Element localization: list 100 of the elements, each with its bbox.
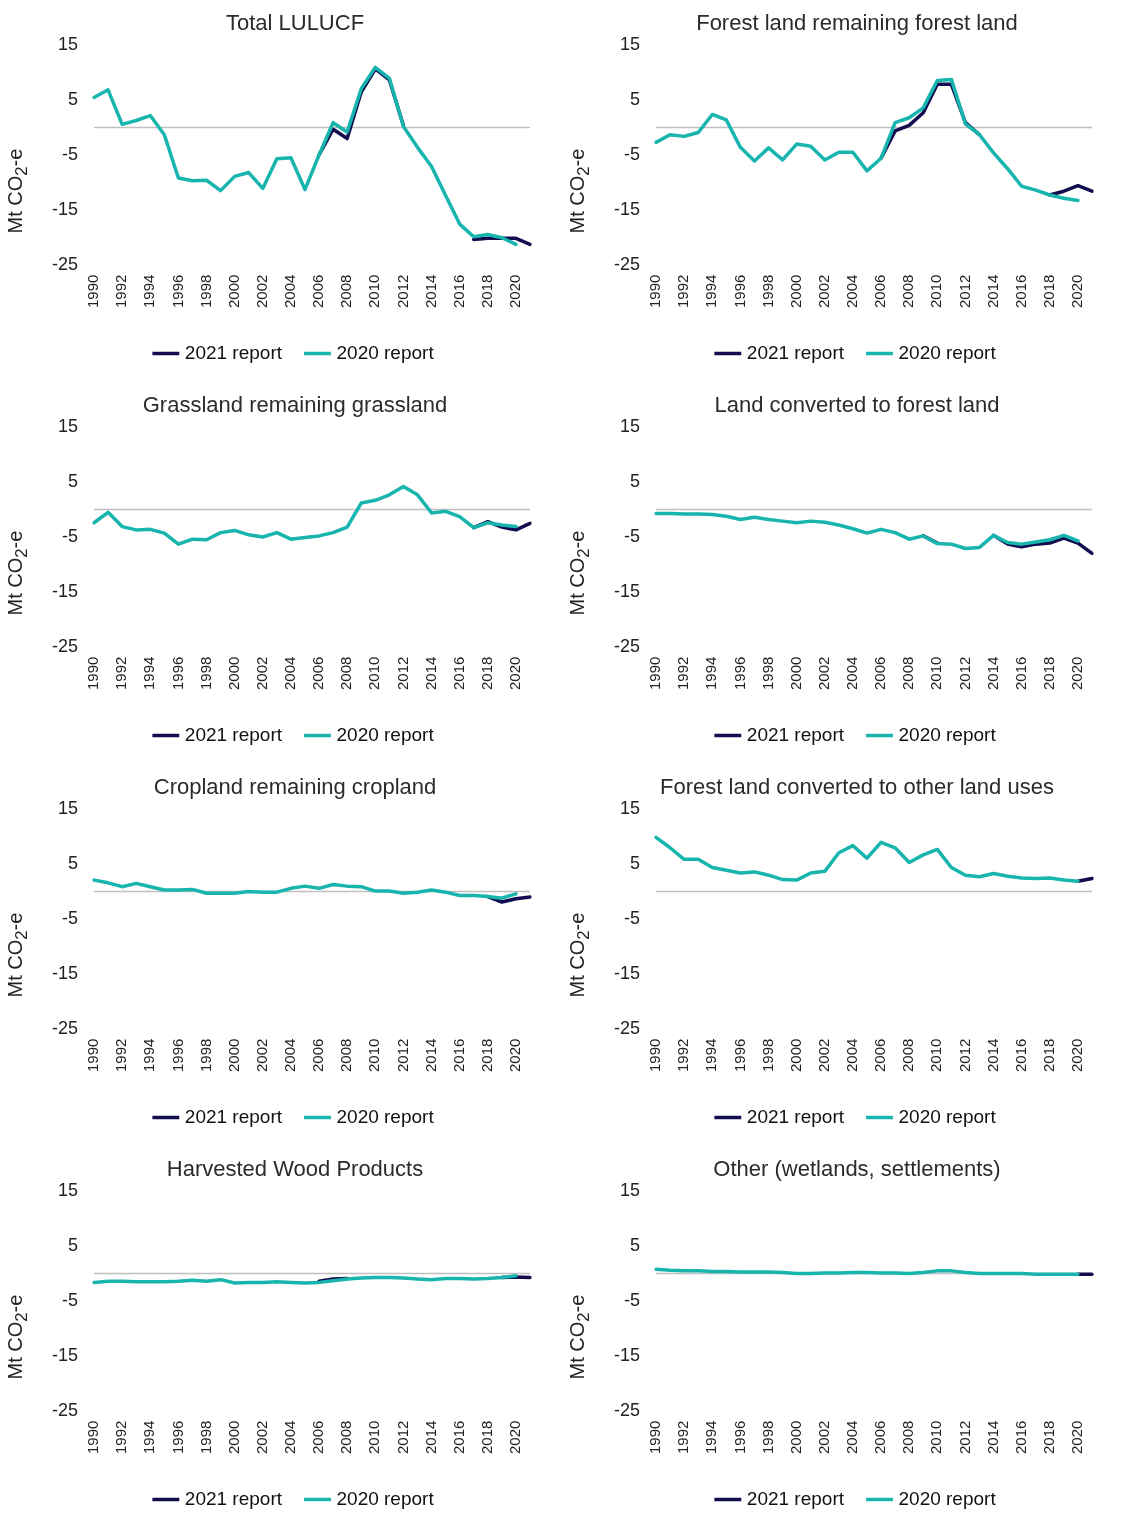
y-tick-label: -25 <box>614 1017 641 1038</box>
y-tick-label: 5 <box>68 853 79 874</box>
y-tick-label: -5 <box>624 907 641 928</box>
x-tick-label: 2006 <box>871 1420 889 1455</box>
y-tick-label: -5 <box>624 1289 641 1310</box>
x-tick-label: 1996 <box>168 274 186 309</box>
x-tick-label: 2006 <box>309 274 327 309</box>
x-tick-label: 2002 <box>252 1038 270 1073</box>
x-tick-label: 2008 <box>899 656 917 691</box>
y-tick-label: -15 <box>614 962 641 983</box>
x-tick-label: 2018 <box>1039 1038 1057 1073</box>
y-tick-label: -5 <box>62 907 79 928</box>
x-tick-label: 2016 <box>1011 1420 1029 1455</box>
x-tick-label: 2020 <box>1068 1038 1086 1073</box>
x-tick-label: 2008 <box>899 274 917 309</box>
x-tick-label: 2018 <box>1039 1420 1057 1455</box>
x-tick-label: 1996 <box>730 1038 748 1073</box>
y-tick-label: 15 <box>619 416 641 437</box>
x-tick-label: 1996 <box>730 1420 748 1455</box>
legend-label: 2020 report <box>336 341 435 363</box>
x-tick-label: 2010 <box>365 1038 383 1073</box>
x-tick-label: 2008 <box>337 1420 355 1455</box>
x-tick-label: 1992 <box>674 274 692 309</box>
x-tick-label: 2016 <box>449 656 467 691</box>
x-tick-label: 1990 <box>84 656 102 691</box>
chart-title: Grassland remaining grassland <box>142 392 448 418</box>
legend-label: 2020 report <box>336 1105 435 1127</box>
x-tick-label: 1990 <box>84 1038 102 1073</box>
x-tick-label: 1998 <box>196 1420 214 1455</box>
x-tick-label: 1996 <box>730 274 748 309</box>
x-tick-label: 2008 <box>337 1038 355 1073</box>
x-tick-label: 2012 <box>393 1420 411 1455</box>
y-tick-label: 5 <box>630 853 641 874</box>
x-tick-label: 2018 <box>477 274 495 309</box>
legend-label: 2020 report <box>898 723 997 745</box>
chart-title: Total LULUCF <box>225 10 365 36</box>
x-tick-label: 2002 <box>252 274 270 309</box>
y-tick-label: -5 <box>62 1289 79 1310</box>
x-tick-label: 1992 <box>112 274 130 309</box>
x-tick-label: 1998 <box>758 656 776 691</box>
x-tick-label: 2014 <box>983 1420 1001 1455</box>
x-tick-label: 1994 <box>140 1420 158 1455</box>
x-tick-label: 2002 <box>814 1420 832 1455</box>
y-tick-label: -25 <box>614 253 641 274</box>
x-tick-label: 2010 <box>927 1038 945 1073</box>
x-tick-label: 2010 <box>365 656 383 691</box>
y-tick-label: -15 <box>614 198 641 219</box>
y-tick-label: -25 <box>614 635 641 656</box>
x-tick-label: 1994 <box>702 1420 720 1455</box>
x-tick-label: 2016 <box>1011 1038 1029 1073</box>
chart-title: Land converted to forest land <box>714 392 1000 418</box>
x-tick-label: 1994 <box>702 1038 720 1073</box>
x-tick-label: 1996 <box>168 1038 186 1073</box>
x-tick-label: 2006 <box>871 656 889 691</box>
y-tick-label: 15 <box>619 798 641 819</box>
y-tick-label: 5 <box>630 1235 641 1256</box>
x-tick-label: 2018 <box>477 1420 495 1455</box>
y-tick-label: -25 <box>52 1017 79 1038</box>
x-tick-label: 2012 <box>955 1420 973 1455</box>
x-tick-label: 2004 <box>843 1038 861 1073</box>
y-tick-label: 15 <box>57 1180 79 1201</box>
y-tick-label: -25 <box>614 1399 641 1420</box>
chart-title: Harvested Wood Products <box>166 1156 424 1182</box>
x-tick-label: 1990 <box>646 656 664 691</box>
x-tick-label: 1998 <box>196 1038 214 1073</box>
x-tick-label: 2010 <box>927 1420 945 1455</box>
x-tick-label: 2002 <box>814 656 832 691</box>
x-tick-label: 1996 <box>730 656 748 691</box>
legend-label: 2021 report <box>184 341 283 363</box>
x-tick-label: 2008 <box>337 656 355 691</box>
x-tick-label: 2020 <box>1068 656 1086 691</box>
x-tick-label: 2010 <box>365 274 383 309</box>
x-tick-label: 2012 <box>955 274 973 309</box>
x-tick-label: 2002 <box>252 1420 270 1455</box>
x-tick-label: 2002 <box>814 274 832 309</box>
y-tick-label: -15 <box>614 580 641 601</box>
y-tick-label: -15 <box>52 198 79 219</box>
y-tick-label: -25 <box>52 635 79 656</box>
chart-title: Forest land converted to other land uses <box>660 774 1054 800</box>
x-tick-label: 2000 <box>224 274 242 309</box>
x-tick-label: 1998 <box>196 656 214 691</box>
y-tick-label: 5 <box>68 89 79 110</box>
legend-label: 2021 report <box>746 723 845 745</box>
x-tick-label: 2018 <box>477 1038 495 1073</box>
x-tick-label: 2012 <box>393 1038 411 1073</box>
x-tick-label: 1994 <box>702 656 720 691</box>
x-tick-label: 1990 <box>646 1420 664 1455</box>
x-tick-label: 2004 <box>843 656 861 691</box>
x-tick-label: 1992 <box>112 656 130 691</box>
x-tick-label: 1994 <box>702 274 720 309</box>
x-tick-label: 1990 <box>646 1038 664 1073</box>
x-tick-label: 2006 <box>871 274 889 309</box>
y-tick-label: -15 <box>52 962 79 983</box>
x-tick-label: 2020 <box>506 1420 524 1455</box>
chart-title: Other (wetlands, settlements) <box>713 1156 1001 1182</box>
y-tick-label: 15 <box>619 34 641 55</box>
chart-title: Forest land remaining forest land <box>696 10 1018 36</box>
x-tick-label: 1998 <box>758 1038 776 1073</box>
chart-title: Cropland remaining cropland <box>153 774 437 800</box>
y-tick-label: 15 <box>57 416 79 437</box>
